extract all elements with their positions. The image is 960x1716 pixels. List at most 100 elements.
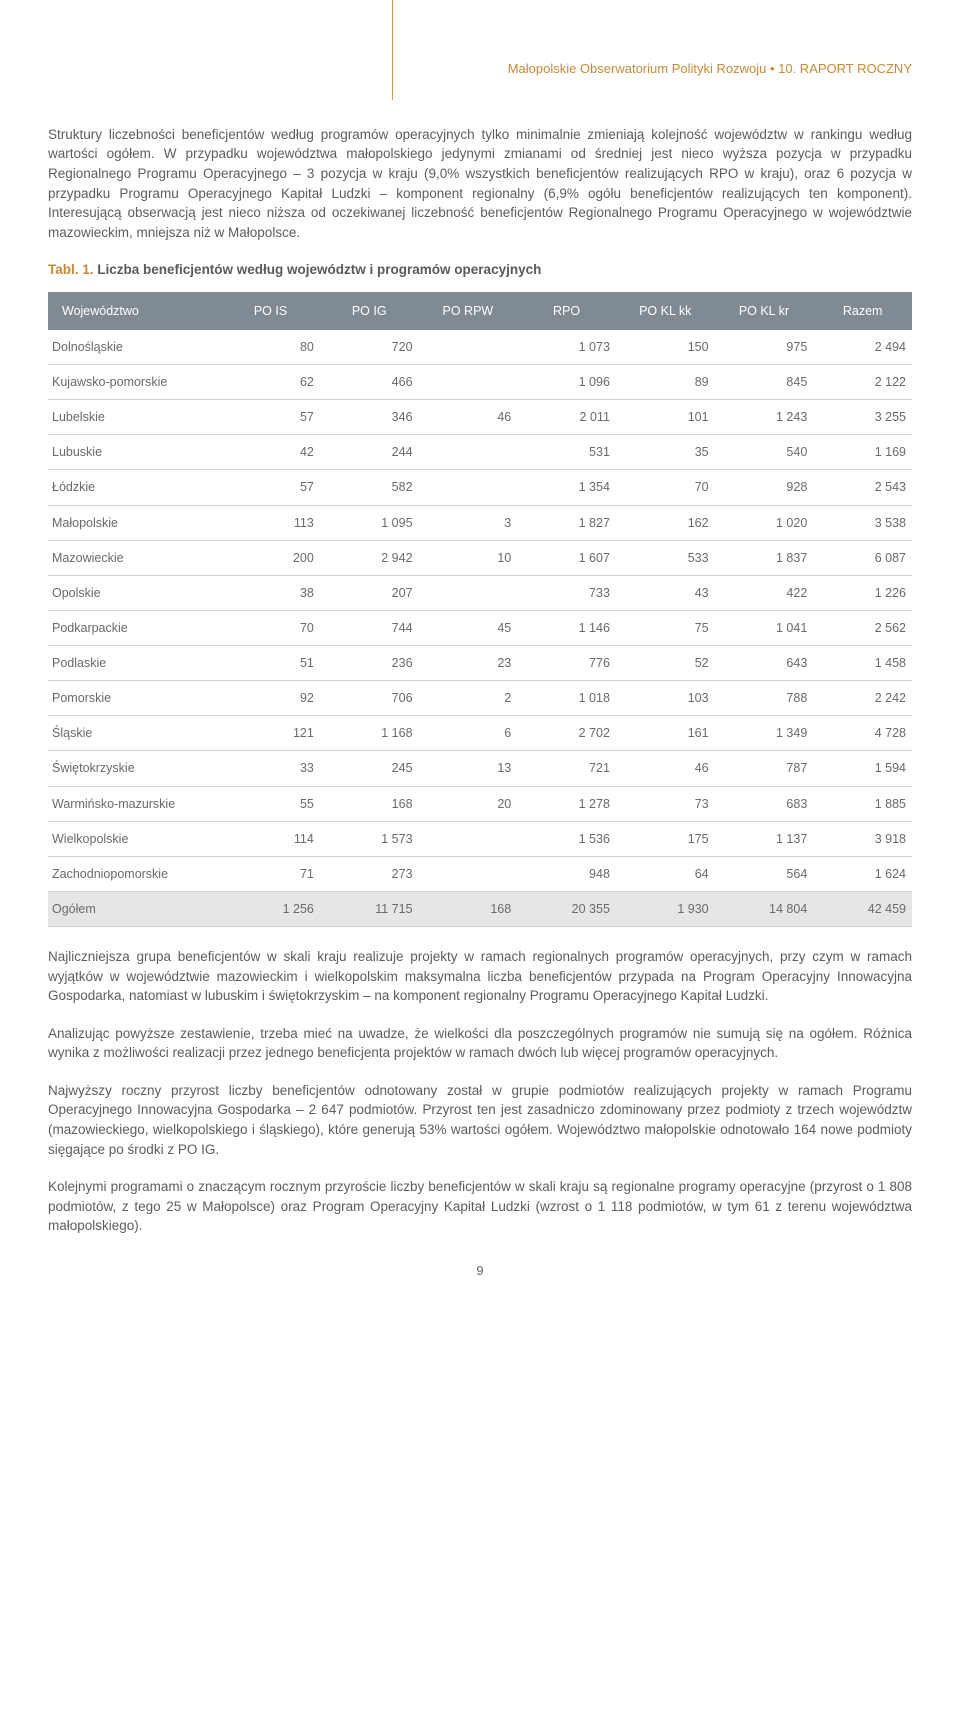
row-value-cell: 161 — [616, 716, 715, 751]
row-value-cell: 1 624 — [813, 856, 912, 891]
row-value-cell: 162 — [616, 505, 715, 540]
row-value-cell: 13 — [419, 751, 518, 786]
row-value-cell: 33 — [221, 751, 320, 786]
table-body: Dolnośląskie807201 0731509752 494Kujawsk… — [48, 330, 912, 927]
row-value-cell: 721 — [517, 751, 616, 786]
row-value-cell: 564 — [715, 856, 814, 891]
row-value-cell: 2 242 — [813, 681, 912, 716]
row-value-cell — [419, 821, 518, 856]
row-value-cell: 1 837 — [715, 540, 814, 575]
total-value-cell: 42 459 — [813, 891, 912, 926]
row-value-cell: 51 — [221, 646, 320, 681]
row-value-cell: 62 — [221, 365, 320, 400]
row-value-cell: 466 — [320, 365, 419, 400]
row-value-cell: 114 — [221, 821, 320, 856]
row-value-cell: 207 — [320, 575, 419, 610]
row-value-cell: 175 — [616, 821, 715, 856]
row-value-cell: 1 073 — [517, 330, 616, 365]
table-row: Dolnośląskie807201 0731509752 494 — [48, 330, 912, 365]
table-row: Zachodniopomorskie71273948645641 624 — [48, 856, 912, 891]
row-value-cell: 3 918 — [813, 821, 912, 856]
row-value-cell: 80 — [221, 330, 320, 365]
row-label-cell: Świętokrzyskie — [48, 751, 221, 786]
table-column-header: PO KL kk — [616, 292, 715, 330]
table-row: Małopolskie1131 09531 8271621 0203 538 — [48, 505, 912, 540]
table-column-header: Razem — [813, 292, 912, 330]
row-value-cell: 776 — [517, 646, 616, 681]
table-row: Warmińsko-mazurskie55168201 278736831 88… — [48, 786, 912, 821]
row-value-cell: 1 169 — [813, 435, 912, 470]
row-value-cell — [419, 330, 518, 365]
table-row: Opolskie38207733434221 226 — [48, 575, 912, 610]
row-value-cell: 3 538 — [813, 505, 912, 540]
row-value-cell: 788 — [715, 681, 814, 716]
row-value-cell: 2 — [419, 681, 518, 716]
row-value-cell: 683 — [715, 786, 814, 821]
row-value-cell: 150 — [616, 330, 715, 365]
row-value-cell: 55 — [221, 786, 320, 821]
row-value-cell — [419, 470, 518, 505]
row-value-cell: 1 146 — [517, 610, 616, 645]
row-value-cell: 1 096 — [517, 365, 616, 400]
row-value-cell: 948 — [517, 856, 616, 891]
row-value-cell: 6 — [419, 716, 518, 751]
row-value-cell: 57 — [221, 400, 320, 435]
caption-label: Tabl. 1. — [48, 262, 94, 277]
row-value-cell: 70 — [221, 610, 320, 645]
row-value-cell — [419, 856, 518, 891]
row-value-cell: 1 354 — [517, 470, 616, 505]
row-value-cell: 533 — [616, 540, 715, 575]
row-value-cell: 1 885 — [813, 786, 912, 821]
row-value-cell: 1 607 — [517, 540, 616, 575]
total-value-cell: 1 930 — [616, 891, 715, 926]
row-value-cell: 1 137 — [715, 821, 814, 856]
row-value-cell: 1 536 — [517, 821, 616, 856]
row-value-cell: 346 — [320, 400, 419, 435]
row-value-cell: 1 243 — [715, 400, 814, 435]
table-column-header: Województwo — [48, 292, 221, 330]
row-value-cell: 46 — [616, 751, 715, 786]
row-value-cell: 706 — [320, 681, 419, 716]
running-header: Małopolskie Obserwatorium Polityki Rozwo… — [48, 60, 912, 79]
row-value-cell: 6 087 — [813, 540, 912, 575]
row-value-cell: 3 255 — [813, 400, 912, 435]
row-value-cell — [419, 365, 518, 400]
table-row: Lubelskie57346462 0111011 2433 255 — [48, 400, 912, 435]
row-value-cell: 2 122 — [813, 365, 912, 400]
row-value-cell: 244 — [320, 435, 419, 470]
row-value-cell: 3 — [419, 505, 518, 540]
row-label-cell: Zachodniopomorskie — [48, 856, 221, 891]
row-value-cell: 103 — [616, 681, 715, 716]
body-paragraph-3: Analizując powyższe zestawienie, trzeba … — [48, 1024, 912, 1063]
body-paragraph-2: Najliczniejsza grupa beneficjentów w ska… — [48, 947, 912, 1006]
table-column-header: RPO — [517, 292, 616, 330]
table-column-header: PO KL kr — [715, 292, 814, 330]
row-value-cell: 168 — [320, 786, 419, 821]
row-value-cell: 200 — [221, 540, 320, 575]
row-value-cell: 975 — [715, 330, 814, 365]
row-value-cell: 71 — [221, 856, 320, 891]
row-value-cell: 845 — [715, 365, 814, 400]
row-value-cell: 89 — [616, 365, 715, 400]
body-paragraph-4: Najwyższy roczny przyrost liczby benefic… — [48, 1081, 912, 1159]
row-label-cell: Małopolskie — [48, 505, 221, 540]
table-row: Mazowieckie2002 942101 6075331 8376 087 — [48, 540, 912, 575]
row-value-cell: 23 — [419, 646, 518, 681]
row-value-cell: 733 — [517, 575, 616, 610]
row-value-cell: 1 573 — [320, 821, 419, 856]
row-value-cell: 422 — [715, 575, 814, 610]
beneficiaries-table: WojewództwoPO ISPO IGPO RPWRPOPO KL kkPO… — [48, 292, 912, 927]
row-value-cell: 643 — [715, 646, 814, 681]
top-divider-rule — [392, 0, 393, 100]
row-value-cell: 531 — [517, 435, 616, 470]
table-row: Podkarpackie70744451 146751 0412 562 — [48, 610, 912, 645]
row-value-cell: 720 — [320, 330, 419, 365]
row-value-cell: 38 — [221, 575, 320, 610]
table-row: Pomorskie9270621 0181037882 242 — [48, 681, 912, 716]
row-label-cell: Podlaskie — [48, 646, 221, 681]
row-value-cell: 64 — [616, 856, 715, 891]
table-row: Śląskie1211 16862 7021611 3494 728 — [48, 716, 912, 751]
table-row: Kujawsko-pomorskie624661 096898452 122 — [48, 365, 912, 400]
row-value-cell — [419, 575, 518, 610]
row-label-cell: Lubuskie — [48, 435, 221, 470]
